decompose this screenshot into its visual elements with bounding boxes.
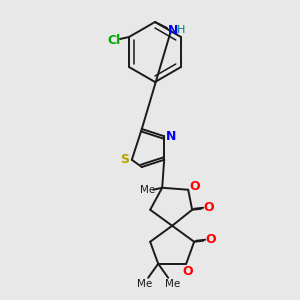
Text: O: O bbox=[183, 265, 194, 278]
Text: H: H bbox=[177, 25, 185, 35]
Text: Me: Me bbox=[136, 279, 152, 289]
Text: N: N bbox=[166, 130, 176, 143]
Text: O: O bbox=[206, 233, 217, 246]
Text: Me: Me bbox=[165, 279, 180, 289]
Text: O: O bbox=[190, 180, 200, 193]
Text: S: S bbox=[120, 153, 129, 166]
Text: Cl: Cl bbox=[107, 34, 121, 46]
Text: N: N bbox=[168, 23, 178, 37]
Text: O: O bbox=[204, 201, 214, 214]
Text: Me: Me bbox=[140, 185, 155, 195]
